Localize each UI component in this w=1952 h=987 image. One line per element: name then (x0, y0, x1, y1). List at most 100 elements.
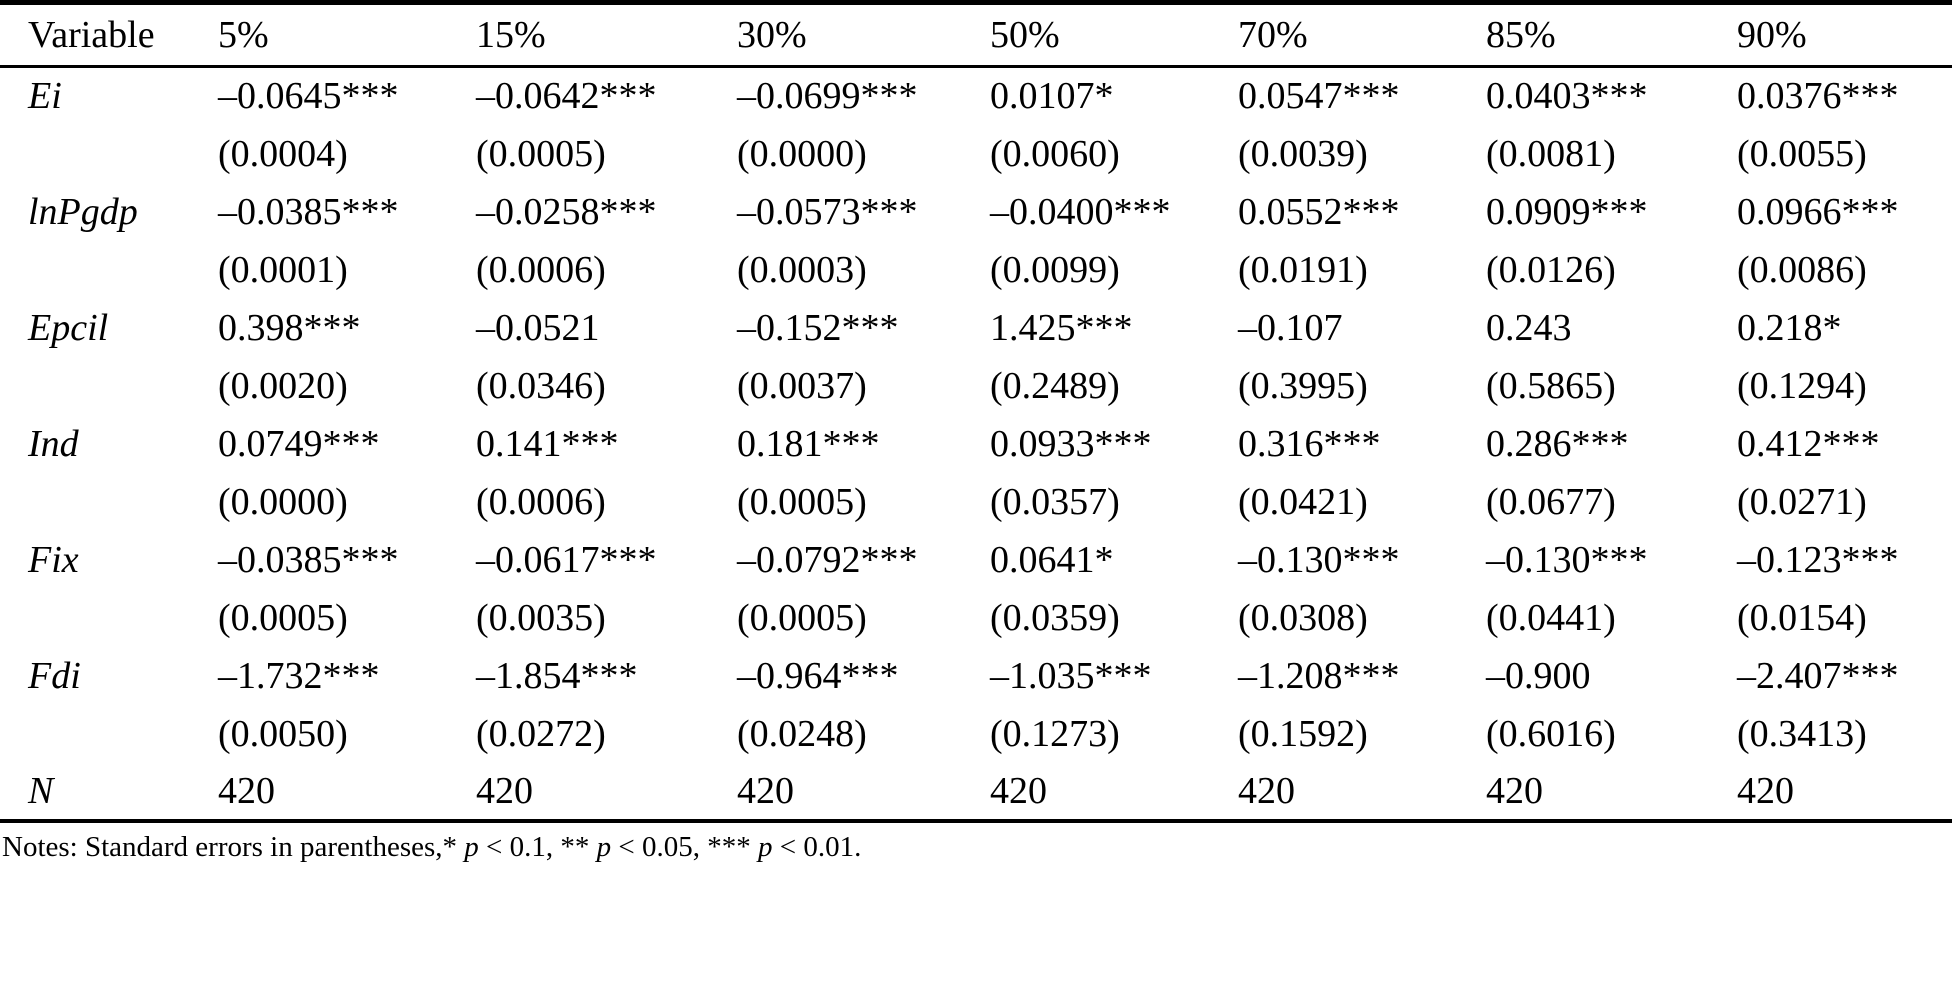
std-error-row: (0.0050) (0.0272) (0.0248) (0.1273) (0.1592)… (0, 705, 1952, 763)
std-error-cell: (0.0086) (1737, 248, 1867, 291)
std-error-cell: (0.0154) (1737, 596, 1867, 639)
coefficient-cell: 420 (1238, 769, 1295, 812)
coefficient-cell: –0.107 (1238, 306, 1343, 349)
coefficient-cell: 0.243 (1486, 306, 1572, 349)
std-error-cell: (0.5865) (1486, 364, 1616, 407)
std-error-cell: (0.0005) (476, 132, 606, 175)
table-notes: Notes: Standard errors in parentheses,* … (0, 823, 1952, 864)
std-error-cell: (0.0357) (990, 480, 1120, 523)
coefficient-cell: 0.141*** (476, 422, 619, 465)
std-error-row: (0.0000) (0.0006) (0.0005) (0.0357) (0.0421)… (0, 473, 1952, 531)
std-error-cell: (0.0003) (737, 248, 867, 291)
std-error-cell: (0.0020) (218, 364, 348, 407)
variable-name: Fdi (28, 654, 81, 697)
std-error-cell: (0.0346) (476, 364, 606, 407)
variable-name (0, 473, 190, 531)
std-error-cell: (0.0271) (1737, 480, 1867, 523)
std-error-cell: (0.0005) (218, 596, 348, 639)
column-header-q15: 15% (448, 2, 709, 68)
std-error-cell: (0.0441) (1486, 596, 1616, 639)
coefficient-cell: –1.854*** (476, 654, 638, 697)
coefficient-cell: –0.0521 (476, 306, 600, 349)
coefficient-cell: 0.286*** (1486, 422, 1629, 465)
std-error-row: (0.0020) (0.0346) (0.0037) (0.2489) (0.3995)… (0, 357, 1952, 415)
coefficient-row: lnPgdp –0.0385*** –0.0258*** –0.0573*** –0.0… (0, 183, 1952, 241)
std-error-cell: (0.0272) (476, 712, 606, 755)
notes-text-segment: p (757, 830, 773, 863)
coefficient-cell: –0.0617*** (476, 538, 657, 581)
notes-text-segment: < 0.1, ** (478, 830, 597, 863)
std-error-cell: (0.0421) (1238, 480, 1368, 523)
std-error-cell: (0.6016) (1486, 712, 1616, 755)
notes-text-segment: p (596, 830, 612, 863)
coefficient-cell: –0.0792*** (737, 538, 918, 581)
coefficient-cell: 420 (990, 769, 1047, 812)
std-error-cell: (0.0050) (218, 712, 348, 755)
coefficient-row: Ind 0.0749*** 0.141*** 0.181*** 0.0933*** 0.3… (0, 415, 1952, 473)
coefficient-cell: –0.964*** (737, 654, 899, 697)
std-error-cell: (0.0004) (218, 132, 348, 175)
coefficient-row: Epcil 0.398*** –0.0521 –0.152*** 1.425*** –0.… (0, 299, 1952, 357)
coefficient-cell: 420 (737, 769, 794, 812)
coefficient-cell: 0.398*** (218, 306, 361, 349)
coefficient-cell: –0.152*** (737, 306, 899, 349)
coefficient-row: Ei –0.0645*** –0.0642*** –0.0699*** 0.0107* 0… (0, 67, 1952, 125)
coefficient-cell: 0.0552*** (1238, 190, 1400, 233)
variable-name (0, 357, 190, 415)
coefficient-cell: –0.0385*** (218, 190, 399, 233)
coefficient-cell: 0.0376*** (1737, 75, 1899, 118)
std-error-cell: (0.3995) (1238, 364, 1368, 407)
coefficient-row: N 420 420 420 420 420 420 420 (0, 763, 1952, 821)
std-error-cell: (0.1592) (1238, 712, 1368, 755)
variable-name: Ei (28, 75, 62, 118)
column-header-q30: 30% (709, 2, 962, 68)
coefficient-cell: 0.181*** (737, 422, 880, 465)
coefficient-cell: –1.732*** (218, 654, 380, 697)
variable-name: Epcil (28, 306, 109, 349)
coefficient-cell: –0.0642*** (476, 75, 657, 118)
std-error-cell: (0.0191) (1238, 248, 1368, 291)
variable-name (0, 705, 190, 763)
column-header-q50: 50% (962, 2, 1210, 68)
std-error-row: (0.0001) (0.0006) (0.0003) (0.0099) (0.0191)… (0, 241, 1952, 299)
coefficient-cell: –1.208*** (1238, 654, 1400, 697)
std-error-cell: (0.0006) (476, 248, 606, 291)
variable-name (0, 589, 190, 647)
coefficient-cell: 0.0107* (990, 75, 1114, 118)
std-error-cell: (0.0126) (1486, 248, 1616, 291)
std-error-cell: (0.0005) (737, 480, 867, 523)
coefficient-cell: –0.0699*** (737, 75, 918, 118)
std-error-cell: (0.0001) (218, 248, 348, 291)
std-error-cell: (0.0000) (737, 132, 867, 175)
std-error-cell: (0.0055) (1737, 132, 1867, 175)
column-header-q70: 70% (1210, 2, 1458, 68)
variable-name: Ind (28, 422, 79, 465)
column-header-variable: Variable (0, 2, 190, 68)
coefficient-cell: 420 (1486, 769, 1543, 812)
coefficient-row: Fdi –1.732*** –1.854*** –0.964*** –1.035*** –… (0, 647, 1952, 705)
std-error-row: (0.0005) (0.0035) (0.0005) (0.0359) (0.0308)… (0, 589, 1952, 647)
std-error-cell: (0.0039) (1238, 132, 1368, 175)
coefficient-cell: –0.0385*** (218, 538, 399, 581)
notes-text-segment: p (464, 830, 479, 863)
coefficient-cell: –2.407*** (1737, 654, 1899, 697)
std-error-cell: (0.0248) (737, 712, 867, 755)
coefficient-cell: –0.900 (1486, 654, 1591, 697)
notes-text-segment: < 0.01. (772, 830, 862, 863)
coefficient-cell: 0.0403*** (1486, 75, 1648, 118)
quantile-regression-table: Variable 5% 15% 30% 50% 70% 85% 90% Ei –0… (0, 0, 1952, 823)
coefficient-cell: 0.0641* (990, 538, 1114, 581)
std-error-cell: (0.0006) (476, 480, 606, 523)
std-error-cell: (0.0000) (218, 480, 348, 523)
variable-name: lnPgdp (28, 190, 138, 233)
std-error-cell: (0.0060) (990, 132, 1120, 175)
std-error-cell: (0.0005) (737, 596, 867, 639)
std-error-cell: (0.0037) (737, 364, 867, 407)
coefficient-cell: –0.130*** (1238, 538, 1400, 581)
notes-text-segment: Notes: Standard errors in parentheses,* (2, 830, 465, 863)
coefficient-cell: 0.316*** (1238, 422, 1381, 465)
coefficient-cell: –1.035*** (990, 654, 1152, 697)
coefficient-cell: 420 (1737, 769, 1794, 812)
std-error-cell: (0.0035) (476, 596, 606, 639)
coefficient-cell: –0.0400*** (990, 190, 1171, 233)
